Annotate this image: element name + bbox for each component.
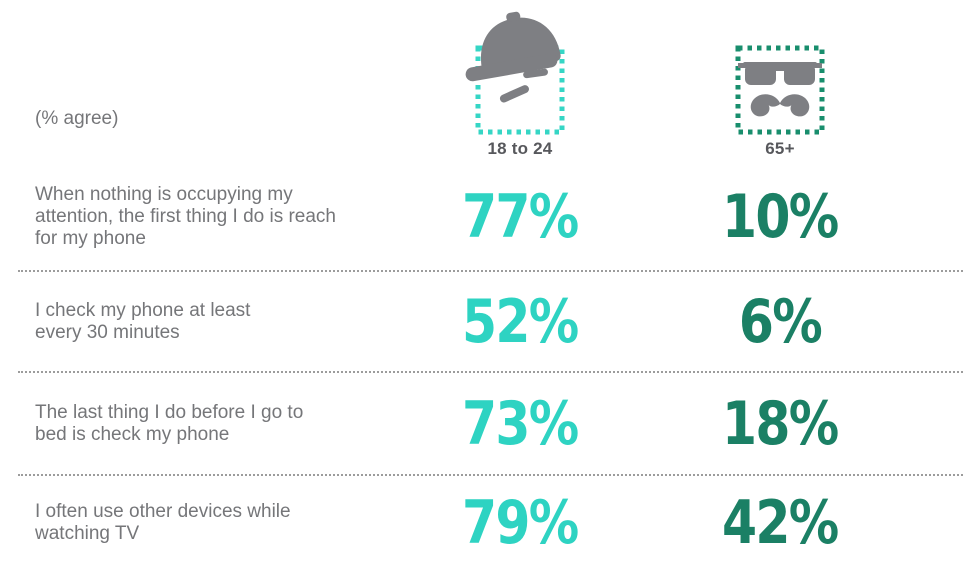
value-young: 79% [462, 487, 579, 558]
cap-face-icon [465, 11, 565, 135]
value-cell-young: 52% [430, 292, 610, 352]
value-cell-young: 77% [430, 187, 610, 247]
table-row: The last thing I do before I go to bed i… [0, 373, 980, 474]
dotted-divider [18, 371, 963, 373]
column-header-young: 18 to 24 [430, 0, 610, 164]
value-old: 6% [738, 286, 823, 357]
value-cell-old: 10% [690, 187, 870, 247]
value-young: 77% [462, 182, 579, 252]
table-row: I check my phone at least every 30 minut… [0, 272, 980, 371]
table-row: I often use other devices while watching… [0, 476, 980, 569]
statement-cell: I often use other devices while watching… [0, 501, 430, 545]
value-young: 52% [462, 286, 579, 357]
statement-cell: I check my phone at least every 30 minut… [0, 300, 430, 344]
value-cell-young: 73% [430, 394, 610, 454]
group-label-young: 18 to 24 [487, 139, 553, 158]
group-header-old: 65+ [725, 8, 835, 159]
column-gap [610, 0, 690, 164]
table-row: When nothing is occupying my attention, … [0, 164, 980, 270]
statement-cell: The last thing I do before I go to bed i… [0, 402, 430, 446]
value-young: 73% [462, 388, 579, 459]
value-old: 10% [722, 182, 839, 252]
value-cell-old: 6% [690, 292, 870, 352]
dotted-divider [18, 270, 963, 272]
column-header-old: 65+ [690, 0, 870, 164]
percent-agree-note: (% agree) [35, 108, 119, 129]
statement-text: I often use other devices while watching… [35, 500, 291, 544]
value-old: 18% [722, 388, 839, 459]
value-old: 42% [722, 487, 839, 558]
value-cell-old: 42% [690, 493, 870, 553]
group-header-young: 18 to 24 [465, 8, 575, 159]
sunglasses-mustache-icon [735, 45, 825, 135]
statement-text: When nothing is occupying my attention, … [35, 184, 337, 249]
value-cell-young: 79% [430, 493, 610, 553]
value-cell-old: 18% [690, 394, 870, 454]
table-header: (% agree) 18 to 24 [0, 0, 980, 164]
statement-cell: When nothing is occupying my attention, … [0, 184, 430, 250]
dotted-divider [18, 474, 963, 476]
group-label-old: 65+ [765, 139, 795, 158]
statement-text: The last thing I do before I go to bed i… [35, 401, 304, 445]
statement-text: I check my phone at least every 30 minut… [35, 299, 251, 343]
header-label-cell: (% agree) [0, 0, 430, 164]
